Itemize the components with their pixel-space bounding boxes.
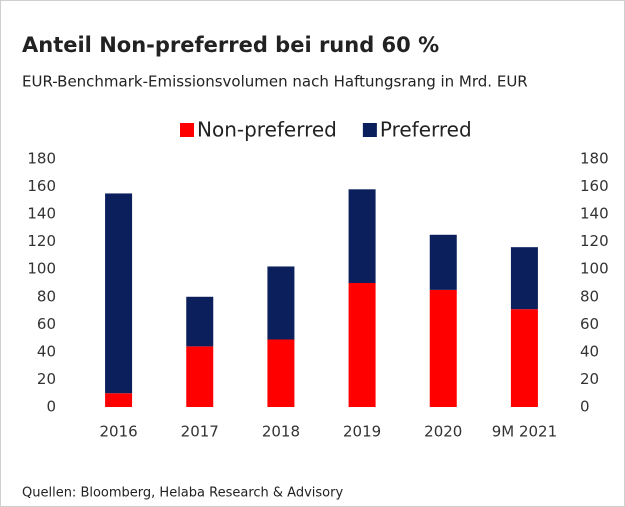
x-tick-label: 2019 <box>343 423 381 441</box>
y-tick-label: 100 <box>27 260 56 278</box>
x-tick-label: 2018 <box>262 423 300 441</box>
y-tick-label: 60 <box>37 315 56 333</box>
y2-tick-label: 0 <box>580 398 590 416</box>
bar-segment <box>510 309 538 407</box>
y2-tick-label: 180 <box>580 150 609 168</box>
y-tick-label: 120 <box>27 232 56 250</box>
x-tick-label: 2016 <box>99 423 137 441</box>
y2-tick-label: 100 <box>580 260 609 278</box>
y-tick-label: 180 <box>27 150 56 168</box>
bar-segment <box>348 189 376 283</box>
x-tick-label: 2020 <box>424 423 462 441</box>
y-tick-label: 0 <box>46 398 56 416</box>
y-tick-label: 140 <box>27 205 56 223</box>
y2-tick-label: 80 <box>580 287 599 305</box>
y2-tick-label: 60 <box>580 315 599 333</box>
legend-swatch <box>362 123 377 137</box>
chart-subtitle: EUR-Benchmark-Emissionsvolumen nach Haft… <box>22 73 528 91</box>
legend-swatch <box>180 123 194 137</box>
bar-segment <box>105 393 133 407</box>
bar-segment <box>267 266 295 340</box>
y2-tick-label: 160 <box>580 177 609 195</box>
y2-tick-label: 140 <box>580 205 609 223</box>
y-tick-label: 160 <box>27 177 56 195</box>
bar-segment <box>186 346 214 407</box>
source-note: Quellen: Bloomberg, Helaba Research & Ad… <box>22 486 343 501</box>
y2-tick-label: 40 <box>580 342 599 360</box>
y2-tick-label: 120 <box>580 232 609 250</box>
bar-segment <box>105 193 133 394</box>
bar-segment <box>348 283 376 407</box>
x-tick-label: 2017 <box>181 423 219 441</box>
bar-segment <box>510 247 538 310</box>
legend-label: Non-preferred <box>197 118 337 142</box>
y-tick-label: 40 <box>37 342 56 360</box>
y-tick-label: 80 <box>37 287 56 305</box>
chart-title: Anteil Non-preferred bei rund 60 % <box>22 33 439 57</box>
bar-segment <box>267 339 295 407</box>
bar-segment <box>429 289 457 407</box>
x-tick-label: 9M 2021 <box>492 423 557 441</box>
bar-segment <box>186 296 214 347</box>
bar-segment <box>429 234 457 290</box>
legend-label: Preferred <box>380 118 472 142</box>
y-tick-label: 20 <box>37 370 56 388</box>
y2-tick-label: 20 <box>580 370 599 388</box>
